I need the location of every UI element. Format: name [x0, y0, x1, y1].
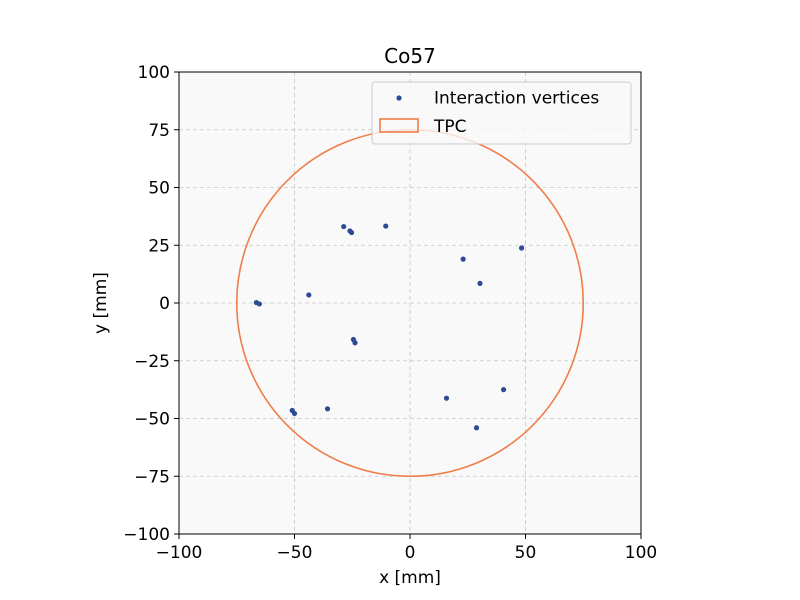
- scatter-point: [306, 292, 312, 298]
- y-tick-label: −50: [134, 410, 170, 430]
- x-tick-label: 50: [515, 543, 537, 563]
- scatter-point: [500, 387, 507, 393]
- scatter-point: [256, 301, 262, 307]
- y-tick-label: −100: [123, 525, 170, 545]
- ticks: −100 −50 0 50 100 −100 −75 −50 −25 0 25 50 75 100: [123, 63, 657, 563]
- y-tick-label: 75: [148, 121, 170, 141]
- scatter-point: [383, 223, 389, 229]
- y-tick-label: −75: [134, 467, 170, 487]
- legend-marker-vertices: [396, 95, 402, 101]
- y-tick-label: 25: [148, 236, 170, 256]
- scatter-point: [477, 280, 483, 286]
- legend-box: [371, 81, 632, 145]
- scatter-point: [341, 223, 347, 230]
- scatter-point: [291, 410, 298, 417]
- x-tick-label: 0: [405, 543, 416, 563]
- x-tick-label: 100: [625, 543, 657, 563]
- legend-marker-tpc: [379, 118, 419, 133]
- scatter-point: [352, 340, 358, 346]
- scatter-point: [460, 256, 466, 262]
- legend-label-vertices: Interaction vertices: [434, 89, 599, 109]
- y-axis-label: y [mm]: [91, 272, 111, 334]
- scatter-point: [518, 245, 525, 251]
- x-axis-label: x [mm]: [379, 568, 441, 588]
- scatter-point: [473, 425, 480, 431]
- x-tick-label: −50: [277, 543, 313, 563]
- y-tick-label: 100: [138, 63, 170, 83]
- y-tick-label: 50: [148, 179, 170, 199]
- chart-title: Co57: [384, 44, 436, 68]
- y-tick-label: 0: [159, 294, 170, 314]
- legend-label-tpc: TPC: [433, 117, 467, 137]
- scatter-point: [443, 395, 450, 401]
- scatter-point: [324, 406, 331, 412]
- scatter-point: [348, 229, 355, 236]
- x-tick-label: −100: [156, 543, 203, 563]
- y-tick-label: −25: [134, 352, 170, 372]
- legend: Interaction vertices TPC: [371, 81, 632, 145]
